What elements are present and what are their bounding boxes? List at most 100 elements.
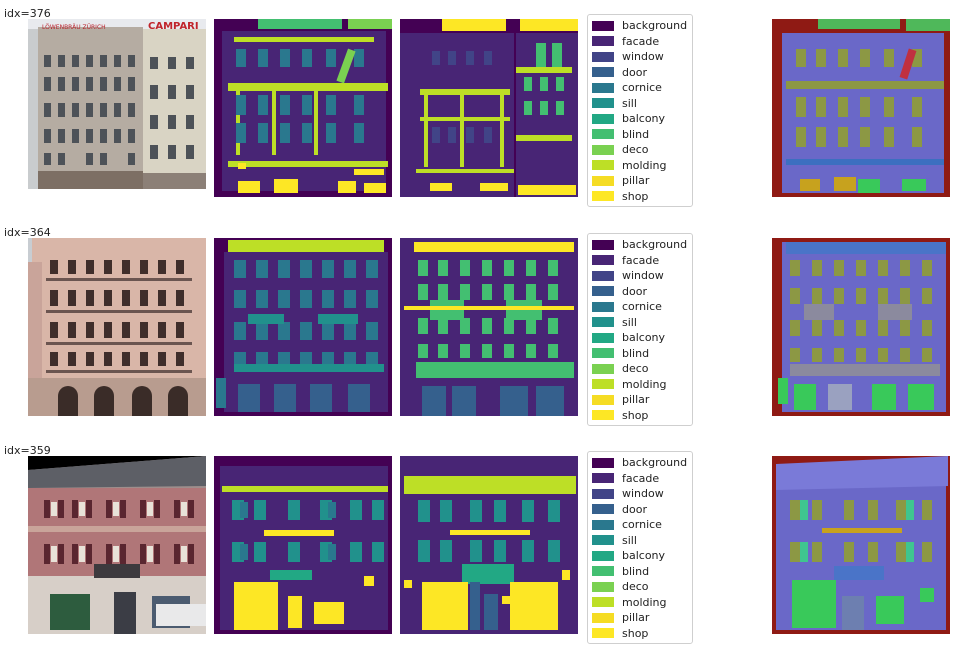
sample-row-376: idx=376 [0, 7, 965, 232]
legend-label: door [622, 65, 647, 79]
legend-label: balcony [622, 549, 666, 563]
legend-swatch [592, 301, 614, 312]
legend-swatch [592, 317, 614, 328]
legend-item-pillar: pillar [588, 392, 692, 408]
legend-label: shop [622, 626, 649, 640]
sample-index-label: idx=376 [4, 7, 51, 20]
class-legend: background facade window door cornice si… [587, 233, 693, 426]
legend-item-facade: facade [588, 253, 692, 269]
legend-label: sill [622, 533, 637, 547]
sample-index-label: idx=364 [4, 226, 51, 239]
legend-item-window: window [588, 486, 692, 502]
legend-swatch [592, 239, 614, 250]
legend-label: molding [622, 158, 667, 172]
sample-row-359: idx=359 [0, 444, 965, 669]
legend-item-background: background [588, 18, 692, 34]
legend-label: deco [622, 362, 649, 376]
legend-item-deco: deco [588, 142, 692, 158]
legend-swatch [592, 628, 614, 639]
legend-item-cornice: cornice [588, 299, 692, 315]
ground-truth-segmentation [400, 456, 578, 634]
legend-item-door: door [588, 502, 692, 518]
legend-item-balcony: balcony [588, 111, 692, 127]
legend-item-background: background [588, 237, 692, 253]
input-photo [28, 456, 206, 634]
legend-swatch [592, 488, 614, 499]
legend-label: sill [622, 315, 637, 329]
legend-label: background [622, 456, 688, 470]
legend-label: molding [622, 377, 667, 391]
legend-swatch [592, 191, 614, 202]
legend-item-balcony: balcony [588, 548, 692, 564]
predicted-segmentation [214, 19, 392, 197]
predicted-segmentation [214, 238, 392, 416]
legend-label: balcony [622, 331, 666, 345]
legend-swatch [592, 394, 614, 405]
legend-swatch [592, 410, 614, 421]
legend-swatch [592, 144, 614, 155]
legend-label: pillar [622, 611, 650, 625]
legend-label: window [622, 269, 664, 283]
ground-truth-segmentation [400, 19, 578, 197]
legend-swatch [592, 113, 614, 124]
legend-label: molding [622, 595, 667, 609]
legend-label: cornice [622, 81, 662, 95]
overlay-visualization [772, 238, 950, 416]
legend-item-shop: shop [588, 626, 692, 642]
legend-item-molding: molding [588, 595, 692, 611]
legend-item-sill: sill [588, 315, 692, 331]
legend-label: facade [622, 471, 660, 485]
legend-item-deco: deco [588, 361, 692, 377]
legend-item-deco: deco [588, 579, 692, 595]
sample-row-364: idx=364 [0, 226, 965, 451]
legend-swatch [592, 348, 614, 359]
legend-item-window: window [588, 268, 692, 284]
legend-label: window [622, 50, 664, 64]
legend-swatch [592, 504, 614, 515]
legend-label: cornice [622, 300, 662, 314]
sample-index-label: idx=359 [4, 444, 51, 457]
legend-swatch [592, 67, 614, 78]
legend-swatch [592, 519, 614, 530]
legend-label: door [622, 502, 647, 516]
legend-item-shop: shop [588, 189, 692, 205]
legend-swatch [592, 457, 614, 468]
overlay-visualization [772, 456, 950, 634]
legend-label: sill [622, 96, 637, 110]
legend-swatch [592, 550, 614, 561]
legend-item-facade: facade [588, 471, 692, 487]
legend-item-background: background [588, 455, 692, 471]
legend-label: background [622, 238, 688, 252]
input-photo: LÖWENBRÄU ZÜRICH CAMPARI [28, 19, 206, 197]
legend-label: pillar [622, 174, 650, 188]
legend-item-facade: facade [588, 34, 692, 50]
class-legend: background facade window door cornice si… [587, 14, 693, 207]
legend-item-shop: shop [588, 408, 692, 424]
legend-swatch [592, 98, 614, 109]
legend-item-molding: molding [588, 158, 692, 174]
legend-label: blind [622, 346, 650, 360]
legend-swatch [592, 36, 614, 47]
legend-label: pillar [622, 393, 650, 407]
legend-item-door: door [588, 65, 692, 81]
legend-item-blind: blind [588, 127, 692, 143]
legend-swatch [592, 566, 614, 577]
legend-swatch [592, 535, 614, 546]
legend-label: blind [622, 127, 650, 141]
legend-label: shop [622, 189, 649, 203]
legend-swatch [592, 255, 614, 266]
legend-item-sill: sill [588, 533, 692, 549]
legend-label: facade [622, 34, 660, 48]
legend-item-cornice: cornice [588, 517, 692, 533]
legend-swatch [592, 286, 614, 297]
legend-label: shop [622, 408, 649, 422]
legend-label: cornice [622, 518, 662, 532]
legend-swatch [592, 270, 614, 281]
legend-swatch [592, 473, 614, 484]
legend-item-blind: blind [588, 346, 692, 362]
photo-sign-lowenbrau: LÖWENBRÄU ZÜRICH [42, 24, 106, 31]
class-legend: background facade window door cornice si… [587, 451, 693, 644]
legend-item-pillar: pillar [588, 173, 692, 189]
legend-item-cornice: cornice [588, 80, 692, 96]
legend-item-sill: sill [588, 96, 692, 112]
